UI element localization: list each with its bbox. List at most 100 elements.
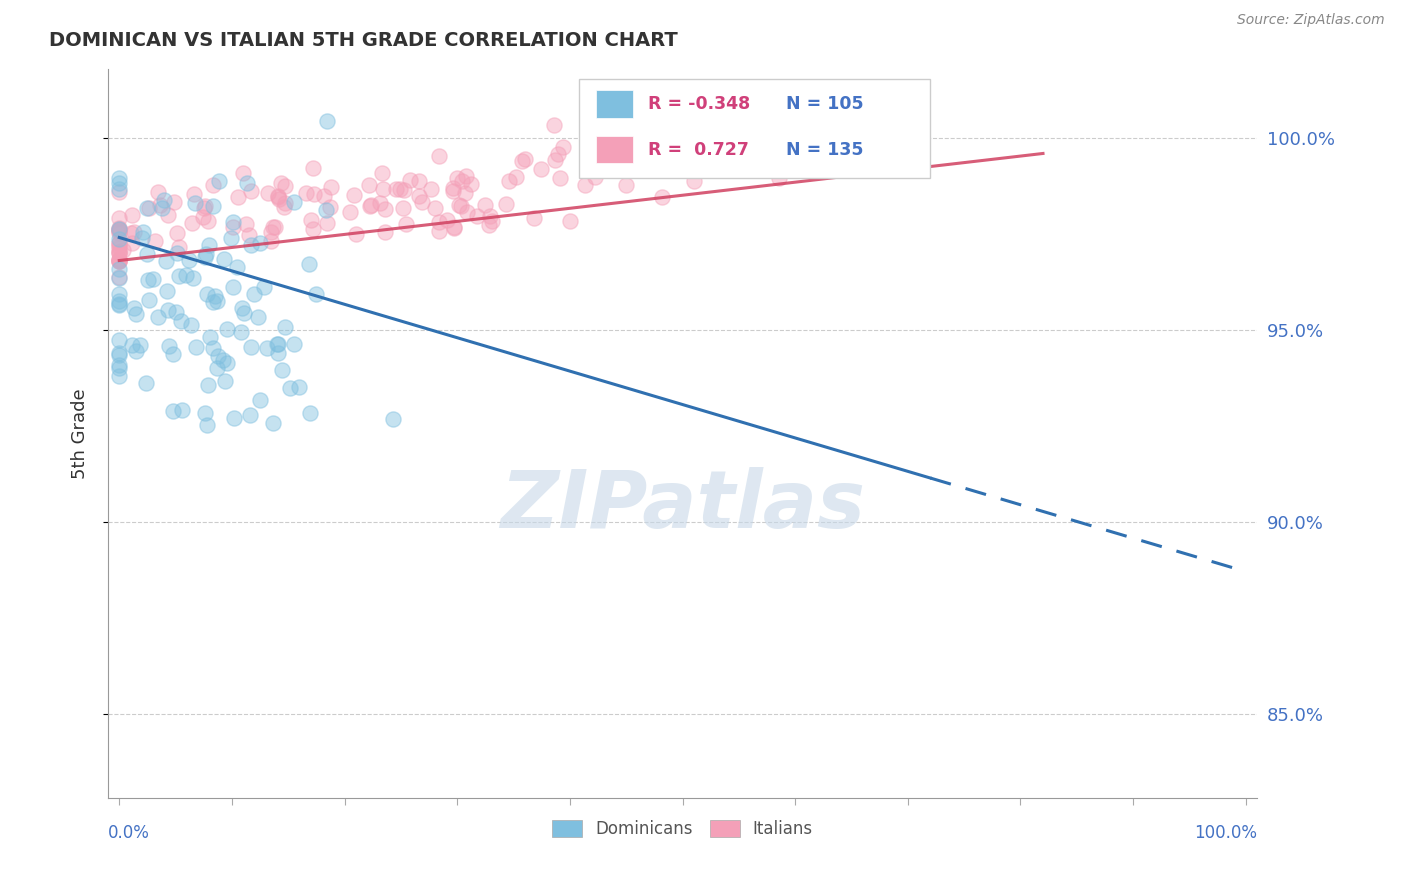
Point [184, 196, 207, 211]
Point [169, 268, 191, 283]
Point [135, 247, 157, 261]
Point [374, 202, 396, 216]
Point [266, 190, 288, 204]
Point [225, 260, 247, 275]
Point [108, 298, 131, 312]
Point [558, 214, 581, 228]
Text: N = 135: N = 135 [786, 141, 863, 159]
Text: R =  0.727: R = 0.727 [648, 141, 749, 159]
Point [429, 149, 451, 163]
Point [302, 222, 325, 236]
Point [385, 181, 408, 195]
Point [138, 273, 160, 287]
Point [132, 225, 155, 239]
Point [183, 186, 205, 201]
Point [683, 174, 706, 188]
Point [108, 348, 131, 362]
Point [411, 195, 433, 210]
Point [583, 170, 606, 185]
Point [108, 176, 131, 190]
Point [166, 226, 188, 240]
Point [450, 174, 472, 188]
Point [454, 186, 477, 201]
Point [138, 201, 160, 215]
Point [238, 227, 260, 242]
Point [304, 187, 326, 202]
Text: 0.0%: 0.0% [108, 824, 150, 842]
Point [207, 349, 229, 363]
Point [441, 181, 464, 195]
Point [214, 374, 236, 388]
Point [165, 304, 187, 318]
Point [495, 197, 517, 211]
Point [135, 376, 157, 390]
Point [205, 294, 228, 309]
Point [553, 140, 575, 154]
Point [122, 225, 145, 239]
Point [146, 310, 169, 324]
Point [108, 223, 131, 237]
Point [217, 355, 239, 369]
Point [235, 217, 257, 231]
Point [274, 320, 297, 334]
Point [170, 403, 193, 417]
Point [162, 347, 184, 361]
Point [194, 406, 217, 420]
Point [479, 209, 502, 223]
Point [193, 201, 215, 215]
Point [283, 195, 305, 210]
Point [299, 213, 322, 227]
Point [108, 286, 131, 301]
Point [212, 252, 235, 266]
Point [222, 411, 245, 425]
Point [204, 289, 226, 303]
Point [298, 406, 321, 420]
Point [125, 307, 148, 321]
Point [142, 272, 165, 286]
Point [108, 245, 131, 260]
Point [181, 270, 204, 285]
Point [505, 169, 527, 184]
Point [121, 337, 143, 351]
Point [360, 197, 382, 211]
Point [256, 341, 278, 355]
Point [108, 297, 131, 311]
Point [443, 220, 465, 235]
Point [460, 178, 482, 192]
Point [212, 353, 235, 368]
Point [651, 190, 673, 204]
Text: Source: ZipAtlas.com: Source: ZipAtlas.com [1237, 13, 1385, 28]
Point [217, 322, 239, 336]
Point [305, 286, 328, 301]
Point [108, 253, 131, 268]
Point [108, 271, 131, 285]
Point [436, 212, 458, 227]
Point [202, 199, 225, 213]
FancyBboxPatch shape [579, 79, 929, 178]
Point [481, 214, 503, 228]
Point [195, 286, 218, 301]
Point [155, 254, 177, 268]
Point [174, 268, 197, 282]
Point [145, 235, 167, 249]
Point [222, 214, 245, 228]
Point [129, 338, 152, 352]
Point [315, 203, 337, 218]
Point [382, 412, 405, 426]
Point [394, 182, 416, 196]
Point [181, 217, 204, 231]
Point [408, 189, 430, 203]
Point [427, 224, 450, 238]
Point [398, 173, 420, 187]
Point [302, 161, 325, 176]
Text: ZIPatlas: ZIPatlas [501, 467, 865, 545]
Point [146, 185, 169, 199]
Point [288, 380, 311, 394]
Point [243, 287, 266, 301]
Point [167, 240, 190, 254]
Point [446, 170, 468, 185]
Point [108, 211, 131, 226]
Point [523, 211, 546, 225]
Point [198, 330, 221, 344]
Point [157, 339, 180, 353]
